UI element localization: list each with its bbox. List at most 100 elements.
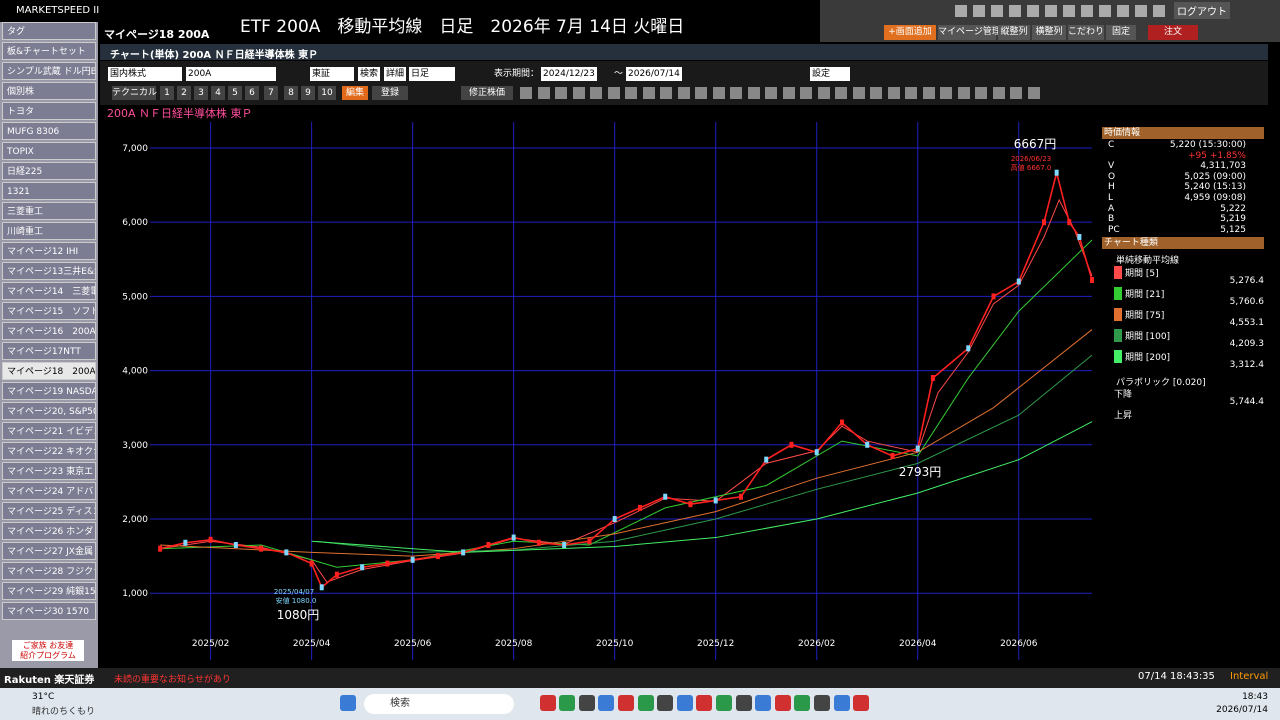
tool-button[interactable]: 7	[264, 86, 278, 100]
tool-icon[interactable]	[537, 87, 550, 99]
icon[interactable]	[973, 5, 985, 17]
taskbar-icon[interactable]	[814, 695, 830, 711]
top-button[interactable]: 固定	[1106, 25, 1136, 40]
tool-icon[interactable]	[642, 87, 655, 99]
tool-button[interactable]: 1	[160, 86, 174, 100]
tool-button[interactable]: テクニカル	[112, 86, 158, 100]
sidebar-item[interactable]: シンプル武蔵 ドル円Bid	[2, 62, 96, 80]
tool-icon[interactable]	[695, 87, 707, 99]
top-button[interactable]: こだわり	[1068, 25, 1104, 40]
taskbar-icon[interactable]	[340, 695, 356, 711]
sidebar-item[interactable]: マイページ12 IHI	[2, 242, 96, 260]
control[interactable]: 200A	[186, 67, 276, 81]
taskbar-icon[interactable]	[657, 695, 674, 711]
sidebar-item[interactable]: タグ	[2, 22, 96, 40]
sidebar-item[interactable]: マイページ20, S&P50	[2, 402, 96, 420]
sidebar-item[interactable]: 川崎重工	[2, 222, 96, 240]
sidebar-item[interactable]: マイページ28 フジクラ	[2, 562, 96, 580]
tool-icon[interactable]	[765, 87, 777, 99]
control[interactable]: 設定	[810, 67, 850, 81]
tool-icon[interactable]	[852, 87, 865, 99]
icon[interactable]	[1117, 5, 1129, 17]
taskbar-icon[interactable]	[559, 695, 576, 711]
control[interactable]: 国内株式	[108, 67, 182, 81]
taskbar-icon[interactable]	[755, 695, 772, 711]
control[interactable]: 詳細	[384, 67, 406, 81]
icon[interactable]	[1099, 5, 1111, 17]
control[interactable]: 2026/07/14	[626, 67, 682, 81]
taskbar-icon[interactable]	[774, 695, 791, 711]
taskbar-icon[interactable]	[794, 695, 811, 711]
taskbar-icon[interactable]	[539, 695, 556, 711]
icon[interactable]	[955, 5, 967, 17]
control[interactable]: ～	[614, 69, 624, 79]
taskbar-icon[interactable]	[676, 695, 693, 711]
sidebar-item[interactable]: マイページ19 NASDA	[2, 382, 96, 400]
search[interactable]: 検索	[364, 694, 514, 714]
icon[interactable]	[991, 5, 1003, 17]
sidebar-item[interactable]: マイページ22 キオクシ	[2, 442, 96, 460]
tool-icon[interactable]	[835, 87, 847, 99]
tool-icon[interactable]	[870, 87, 882, 99]
tool-icon[interactable]	[817, 87, 830, 99]
sidebar-item[interactable]: マイページ30 1570	[2, 602, 96, 620]
sidebar-item[interactable]: マイページ17NTT	[2, 342, 96, 360]
tool-icon[interactable]	[800, 87, 812, 99]
icon[interactable]	[1135, 5, 1147, 17]
taskbar-icon[interactable]	[833, 695, 850, 711]
tool-icon[interactable]	[607, 87, 620, 99]
taskbar-icon[interactable]	[696, 695, 713, 711]
control[interactable]: 東証	[310, 67, 354, 81]
tool-button[interactable]: 9	[301, 86, 315, 100]
control[interactable]: 検索	[358, 67, 380, 81]
sidebar-item[interactable]: マイページ27 JX金属	[2, 542, 96, 560]
logout[interactable]: ログアウト	[1174, 2, 1230, 19]
sidebar-item[interactable]: 板&チャートセット	[2, 42, 96, 60]
tool-icon[interactable]	[555, 87, 567, 99]
sidebar-item[interactable]: マイページ25 ディスコ	[2, 502, 96, 520]
tool-icon[interactable]	[730, 87, 742, 99]
tool-icon[interactable]	[905, 87, 917, 99]
top-button[interactable]: 注文	[1148, 25, 1198, 40]
sidebar-item[interactable]: マイページ16 200A	[2, 322, 96, 340]
tool-button[interactable]: 登録	[372, 86, 408, 100]
tool-button[interactable]: 3	[194, 86, 208, 100]
tool-icon[interactable]	[975, 87, 987, 99]
top-button[interactable]: 横整列	[1032, 25, 1066, 40]
taskbar-icon[interactable]	[853, 695, 870, 711]
sidebar-item[interactable]: マイページ29 純銀150	[2, 582, 96, 600]
tool-button[interactable]: 6	[245, 86, 259, 100]
sidebar-item[interactable]: マイページ23 東京エレ	[2, 462, 96, 480]
sidebar-item[interactable]: 個別株	[2, 82, 96, 100]
tool-button[interactable]: 編集	[342, 86, 368, 100]
tool-icon[interactable]	[992, 87, 1005, 99]
tool-icon[interactable]	[590, 87, 602, 99]
tool-button[interactable]: 8	[284, 86, 298, 100]
taskbar-icon[interactable]	[637, 695, 654, 711]
tool-icon[interactable]	[572, 87, 585, 99]
icon[interactable]	[1045, 5, 1057, 17]
sidebar-item[interactable]: マイページ21 イビデン	[2, 422, 96, 440]
sidebar-item[interactable]: マイページ26 ホンダ	[2, 522, 96, 540]
tool-button[interactable]: 修正株価	[461, 86, 513, 100]
sidebar-item[interactable]: 日経225	[2, 162, 96, 180]
tool-button[interactable]: 10	[318, 86, 336, 100]
taskbar-icon[interactable]	[578, 695, 595, 711]
sidebar-item[interactable]: マイページ24 アドバン	[2, 482, 96, 500]
tool-icon[interactable]	[625, 87, 637, 99]
tool-icon[interactable]	[747, 87, 760, 99]
sidebar-item[interactable]: マイページ15 ソフトバ	[2, 302, 96, 320]
tool-button[interactable]: 2	[177, 86, 191, 100]
tool-button[interactable]: 5	[228, 86, 242, 100]
icon[interactable]	[1063, 5, 1075, 17]
icon[interactable]	[1009, 5, 1021, 17]
sidebar-item[interactable]: TOPIX	[2, 142, 96, 160]
tool-icon[interactable]	[887, 87, 900, 99]
sidebar-item[interactable]: マイページ14 三菱電	[2, 282, 96, 300]
top-button[interactable]: マイページ管理	[938, 25, 1001, 40]
sidebar-item[interactable]: マイページ18 200A	[2, 362, 96, 380]
tool-icon[interactable]	[1027, 87, 1040, 99]
tool-icon[interactable]	[782, 87, 795, 99]
tool-icon[interactable]	[940, 87, 952, 99]
taskbar-icon[interactable]	[735, 695, 752, 711]
